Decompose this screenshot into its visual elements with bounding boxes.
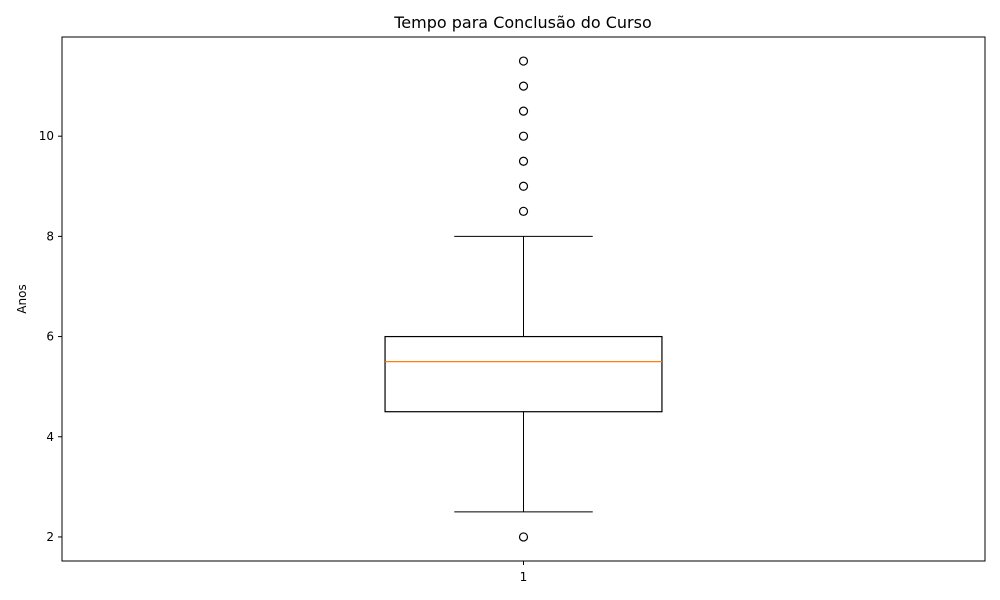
box-iqr (384, 335, 663, 413)
y-tick-label: 10 (39, 129, 54, 143)
y-tick-label: 6 (46, 330, 54, 344)
outlier-point (518, 156, 529, 166)
outlier-point (518, 106, 529, 116)
y-tick-label: 2 (46, 530, 54, 544)
outlier-point (518, 56, 529, 66)
y-tick-label: 8 (46, 229, 54, 243)
y-axis-label: Anos (15, 284, 29, 313)
outlier-point (518, 206, 529, 216)
plot-area (384, 56, 663, 542)
outlier-point (518, 81, 529, 91)
outlier-point (518, 181, 529, 191)
outlier-point (518, 131, 529, 141)
y-tick-label: 4 (46, 430, 54, 444)
outlier-point (518, 532, 529, 542)
x-tick-label: 1 (520, 570, 528, 584)
chart-title: Tempo para Conclusão do Curso (393, 13, 652, 32)
